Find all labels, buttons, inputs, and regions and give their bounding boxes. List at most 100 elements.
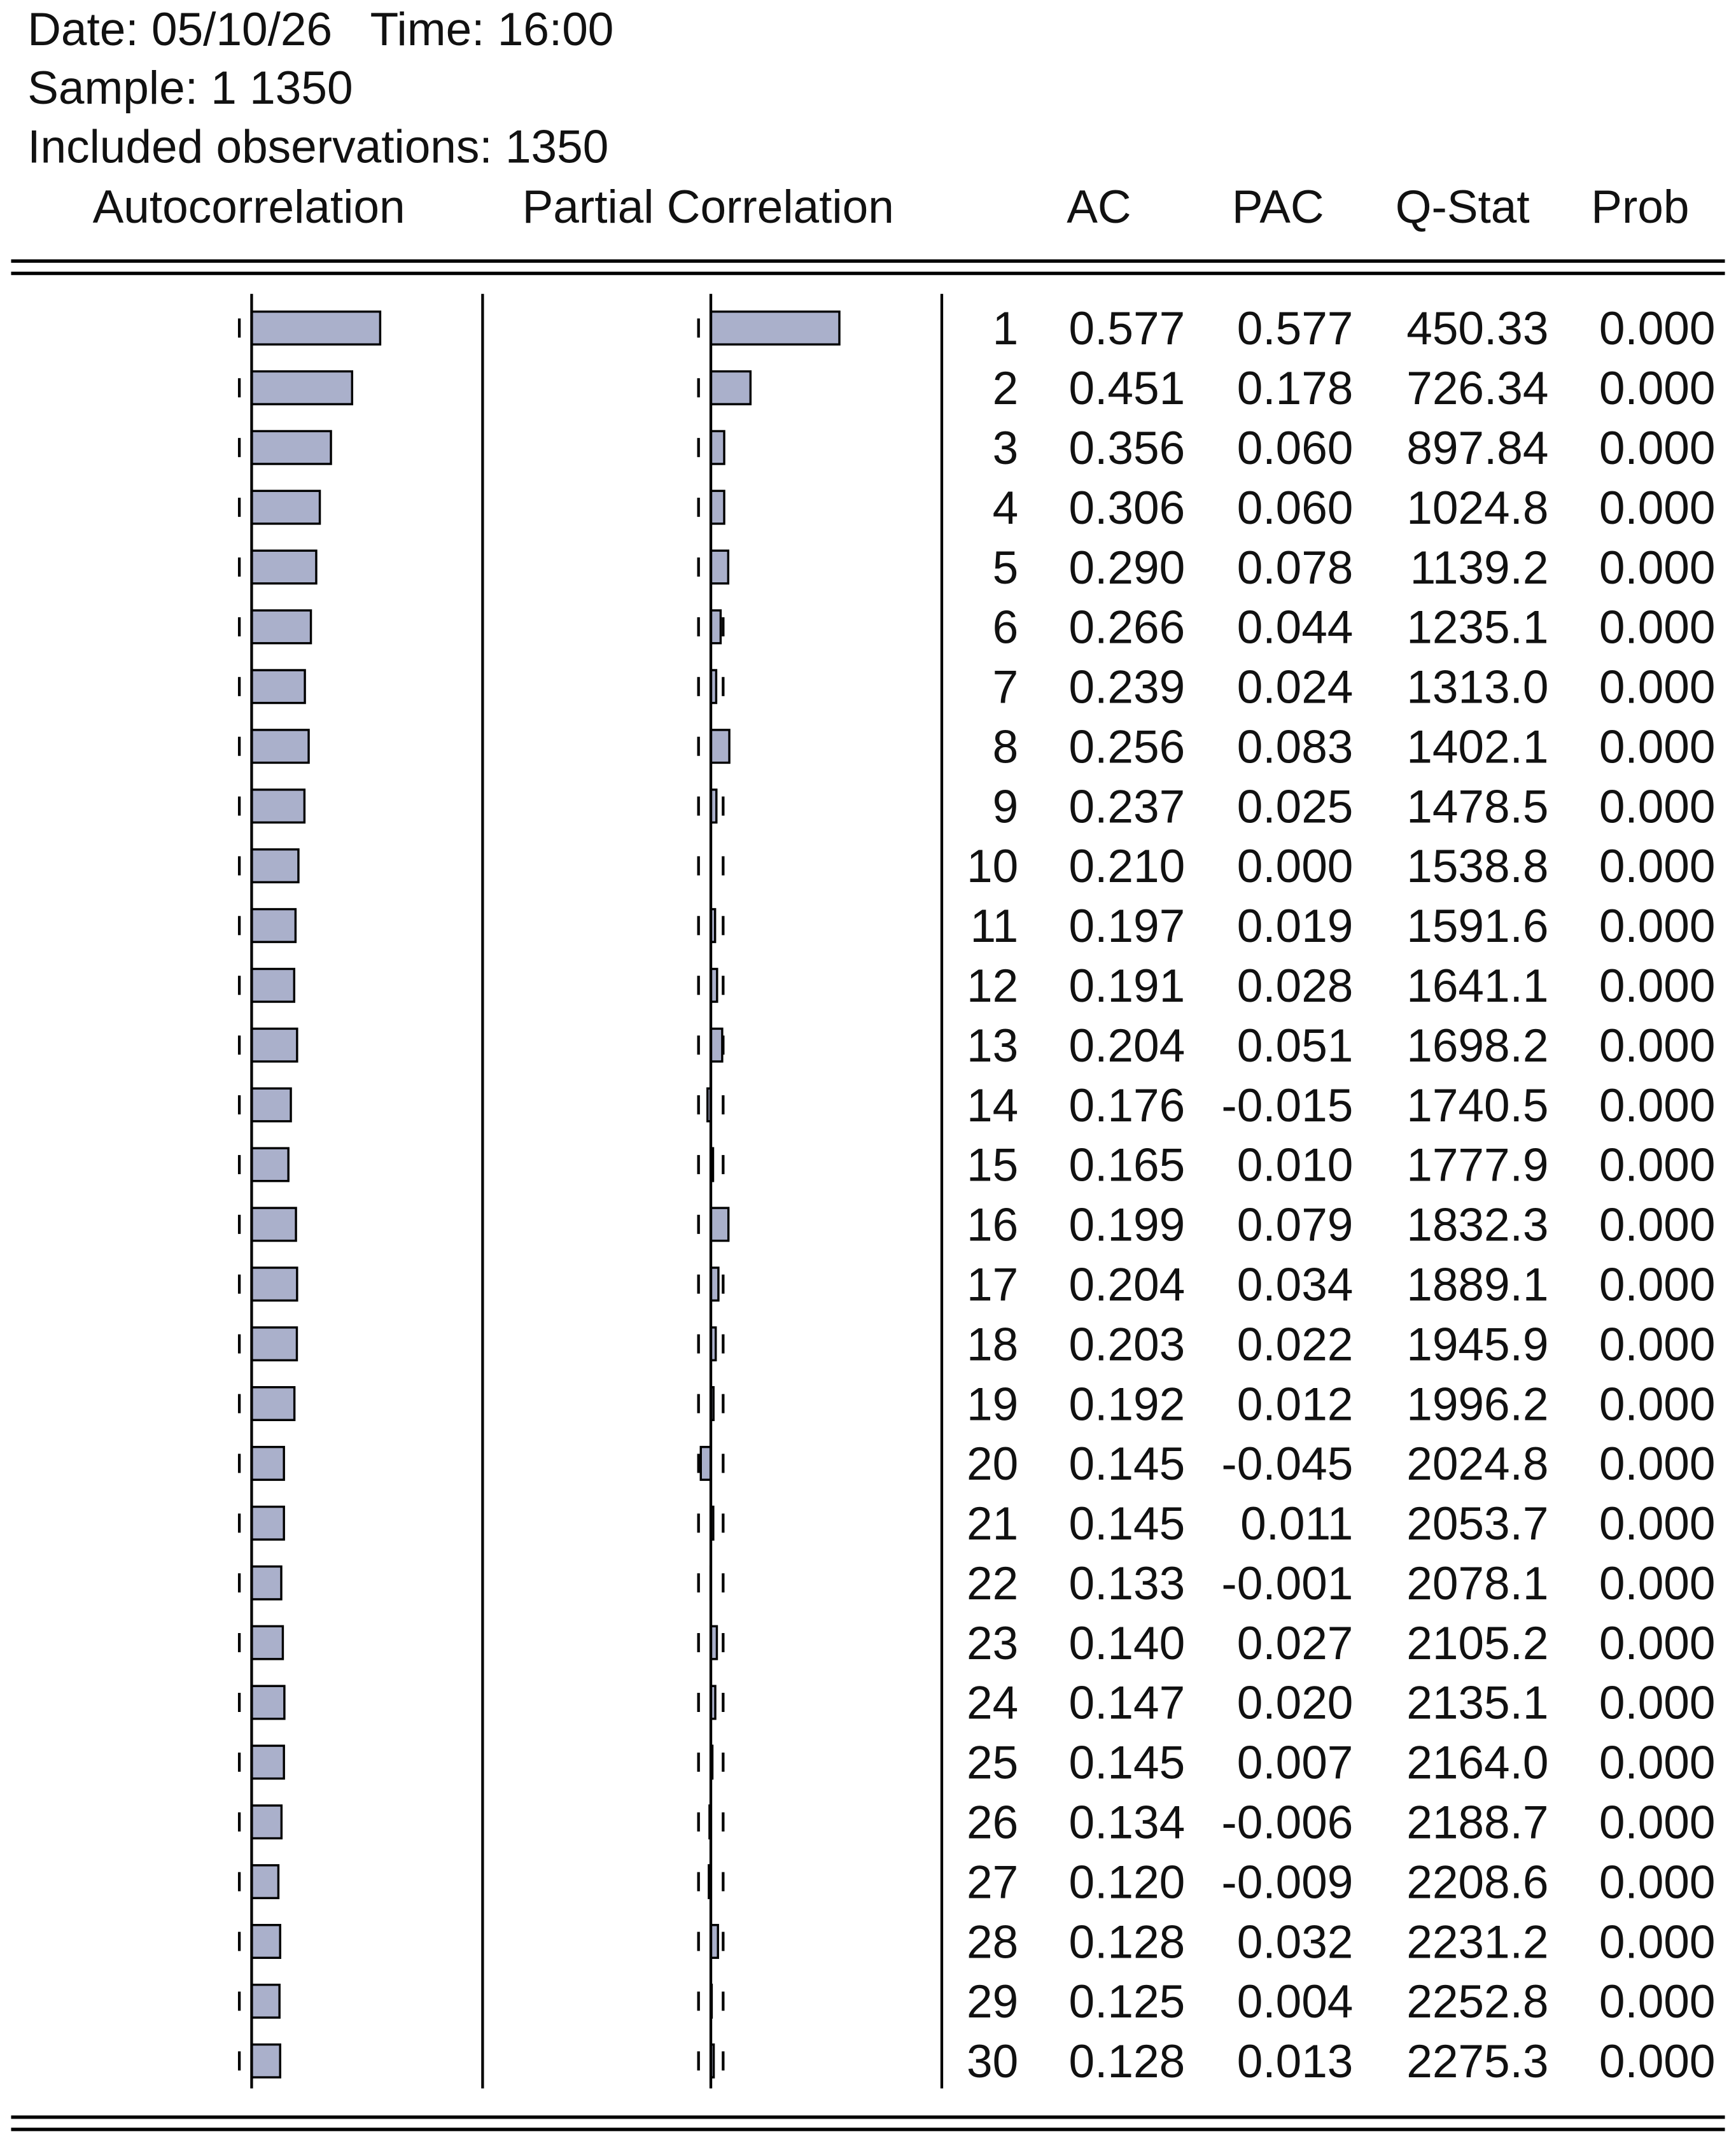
- table-cell: 5: [993, 542, 1019, 594]
- table-cell: 20: [967, 1438, 1018, 1490]
- pac-bar: [710, 489, 725, 525]
- ac-bar: [250, 1505, 285, 1541]
- ac-bar: [250, 549, 318, 585]
- table-cell: 26: [967, 1797, 1018, 1849]
- column-header: PAC: [1232, 181, 1324, 233]
- table-cell: -0.045: [1221, 1438, 1353, 1490]
- observations-line: Included observations: 1350: [27, 122, 608, 173]
- table-cell: 1996.2: [1406, 1378, 1548, 1430]
- table-cell: 0.083: [1237, 721, 1354, 773]
- table-cell: 726.34: [1406, 363, 1548, 414]
- table-cell: 2024.8: [1406, 1438, 1548, 1490]
- table-cell: 25: [967, 1737, 1018, 1789]
- table-cell: 0.000: [1599, 1797, 1716, 1849]
- table-cell: 18: [967, 1319, 1018, 1370]
- table-cell: 0.034: [1237, 1259, 1354, 1310]
- table-cell: 0.134: [1069, 1797, 1186, 1849]
- table-cell: 0.011: [1240, 1498, 1353, 1550]
- plots: [237, 310, 841, 2079]
- table-cell: 1591.6: [1406, 901, 1548, 952]
- ac-bar: [250, 310, 382, 346]
- table-cell: 0.000: [1599, 2036, 1716, 2087]
- column-header: Partial Correlation: [522, 181, 894, 233]
- table-cell: 0.237: [1069, 781, 1186, 832]
- ac-bar: [250, 848, 300, 883]
- table-cell: 14: [967, 1080, 1018, 1132]
- table-cell: 2105.2: [1406, 1618, 1548, 1669]
- table-cell: 0.010: [1237, 1140, 1354, 1191]
- table-cell: 28: [967, 1916, 1018, 1968]
- table-cell: 0.306: [1069, 482, 1186, 534]
- table-cell: 1889.1: [1406, 1259, 1548, 1310]
- table-cell: 0.356: [1069, 423, 1186, 474]
- table-cell: 2164.0: [1406, 1737, 1548, 1789]
- table-cell: 0.024: [1237, 662, 1354, 713]
- table-cell: 0.128: [1069, 1916, 1186, 1968]
- table-cell: 897.84: [1406, 423, 1548, 474]
- table-cell: 0.256: [1069, 721, 1186, 773]
- ac-bar: [250, 967, 296, 1003]
- ac-bar: [250, 1924, 281, 1960]
- table-cell: 0.178: [1237, 363, 1354, 414]
- table-cell: 0.000: [1599, 542, 1716, 594]
- table-cell: 0.000: [1599, 1856, 1716, 1908]
- table-cell: 0.451: [1069, 363, 1186, 414]
- table-cell: 0.000: [1599, 1140, 1716, 1191]
- ac-bar: [250, 1744, 285, 1780]
- table-cell: 0.000: [1599, 841, 1716, 892]
- table-cell: 2231.2: [1406, 1916, 1548, 1968]
- table-cell: 0.000: [1599, 423, 1716, 474]
- table-cell: 0.000: [1599, 1916, 1716, 1968]
- ac-bar: [250, 1266, 298, 1302]
- table-cell: 0.000: [1599, 602, 1716, 654]
- table-cell: 0.027: [1237, 1618, 1354, 1669]
- table-cell: 0.000: [1599, 1259, 1716, 1310]
- ac-bar: [250, 1864, 280, 1900]
- table-cell: 4: [993, 482, 1019, 534]
- pac-bar: [710, 549, 730, 585]
- table-cell: 0.044: [1237, 602, 1354, 654]
- column-header: Autocorrelation: [93, 181, 405, 233]
- ac-bar: [250, 1027, 298, 1063]
- ac-bar: [250, 1983, 281, 2019]
- table-cell: 0.007: [1237, 1737, 1354, 1789]
- table-cell: 0.078: [1237, 542, 1354, 594]
- table-cell: 0.060: [1237, 482, 1354, 534]
- pac-bar: [710, 370, 752, 405]
- table-cell: 0.000: [1599, 1200, 1716, 1251]
- table-cell: 0.239: [1069, 662, 1186, 713]
- table-cell: 10: [967, 841, 1018, 892]
- ac-bar: [250, 789, 306, 824]
- table-cell: 0.000: [1237, 841, 1354, 892]
- ac-bar: [250, 1625, 284, 1660]
- table-cell: 0.019: [1237, 901, 1354, 952]
- ac-bar: [250, 1685, 286, 1720]
- table-cell: 0.000: [1599, 1498, 1716, 1550]
- table-cell: 19: [967, 1378, 1018, 1430]
- table-cell: 0.025: [1237, 781, 1354, 832]
- table-cell: 0.577: [1069, 303, 1186, 354]
- table-cell: 2135.1: [1406, 1678, 1548, 1729]
- table-cell: 27: [967, 1856, 1018, 1908]
- table-cell: 0.176: [1069, 1080, 1186, 1132]
- table-cell: 0.032: [1237, 1916, 1354, 1968]
- table-cell: 1740.5: [1406, 1080, 1548, 1132]
- table-cell: 7: [993, 662, 1019, 713]
- table-cell: 0.191: [1069, 960, 1186, 1012]
- pac-bar: [699, 1445, 712, 1481]
- table-cell: 9: [993, 781, 1019, 832]
- table-cell: 0.013: [1237, 2036, 1354, 2087]
- table-cell: 0.000: [1599, 1319, 1716, 1370]
- table-cell: 6: [993, 602, 1019, 654]
- sample-line: Sample: 1 1350: [27, 62, 353, 114]
- table-cell: 0.204: [1069, 1020, 1186, 1072]
- column-header: Prob: [1591, 181, 1689, 233]
- table-cell: 21: [967, 1498, 1018, 1550]
- table-cell: 2: [993, 363, 1019, 414]
- table-cell: 29: [967, 1976, 1018, 2028]
- table-cell: 0.000: [1599, 1737, 1716, 1789]
- table-cell: 16: [967, 1200, 1018, 1251]
- table-cell: 8: [993, 721, 1019, 773]
- table-cell: 0.577: [1237, 303, 1354, 354]
